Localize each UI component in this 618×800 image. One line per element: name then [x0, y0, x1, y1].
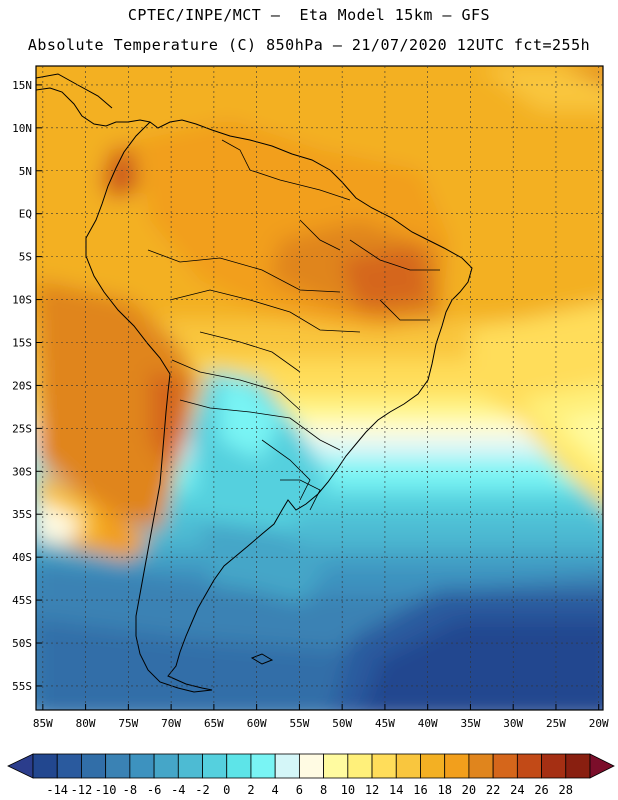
colorbar-label: 22 [486, 783, 500, 797]
temperature-field [36, 66, 603, 710]
longitude-label: 30W [503, 717, 523, 730]
longitude-label: 75W [118, 717, 138, 730]
colorbar-swatch [395, 753, 421, 779]
latitude-label: EQ [19, 208, 32, 221]
longitude-label: 70W [161, 717, 181, 730]
latitude-label: 5S [19, 251, 32, 264]
colorbar-label: 20 [462, 783, 476, 797]
colorbar-swatch [32, 753, 58, 779]
colorbar-label: -4 [171, 783, 185, 797]
graticule [36, 66, 603, 710]
colorbar-swatch [202, 753, 228, 779]
colorbar-label: 10 [341, 783, 355, 797]
colorbar-label: -14 [46, 783, 68, 797]
latitude-label: 15S [12, 336, 32, 349]
latitude-label: 10S [12, 294, 32, 307]
coastline [36, 73, 473, 693]
colorbar-label: -10 [95, 783, 117, 797]
colorbar-swatch [177, 753, 203, 779]
map-frame [35, 65, 604, 711]
falkland-islands [250, 653, 274, 665]
colorbar-swatch [371, 753, 397, 779]
colorbar-swatches [7, 753, 615, 779]
colorbar-swatch [250, 753, 276, 779]
colorbar-label: -6 [147, 783, 161, 797]
colorbar-label: 0 [223, 783, 230, 797]
latitude-label: 50S [12, 637, 32, 650]
colorbar-high-arrow [589, 753, 615, 779]
colorbar-swatch [153, 753, 179, 779]
longitude-labels: 85W 80W 75W 70W 65W 60W 55W 50W 45W 40W 35W 30W 25W 2… [33, 717, 609, 730]
country-borders [147, 139, 440, 511]
map-title-source: CPTEC/INPE/MCT – Eta Model 15km – GFS [127, 6, 491, 24]
colorbar-swatch [565, 753, 591, 779]
latitude-label: 30S [12, 465, 32, 478]
colorbar-label: 16 [413, 783, 427, 797]
colorbar-low-arrow [7, 753, 34, 779]
colorbar-swatch [541, 753, 567, 779]
colorbar-swatch [347, 753, 373, 779]
latitude-label: 45S [12, 594, 32, 607]
latitude-label: 15N [12, 79, 32, 92]
latitude-label: 10N [12, 122, 32, 135]
colorbar-swatch [81, 753, 107, 779]
caribbean-coast [36, 73, 113, 109]
longitude-label: 65W [204, 717, 224, 730]
colorbar-label: 4 [272, 783, 279, 797]
colorbar-label: -8 [123, 783, 137, 797]
longitude-label: 85W [33, 717, 53, 730]
colorbar-swatch [444, 753, 470, 779]
latitude-label: 25S [12, 422, 32, 435]
latitude-label: 5N [19, 165, 32, 178]
map-title-variable: Absolute Temperature (C) 850hPa – 21/07/… [27, 36, 591, 54]
colorbar-label: 12 [365, 783, 379, 797]
colorbar-label: 8 [320, 783, 327, 797]
colorbar-label: 26 [534, 783, 548, 797]
colorbar-label: -12 [71, 783, 93, 797]
colorbar-swatch [516, 753, 542, 779]
central-america-outline [36, 87, 151, 127]
longitude-label: 50W [332, 717, 352, 730]
colorbar-labels: -14 -12 -10 -8 -6 -4 -2 0 2 4 6 8 10 12 14 16 18 20 22 24 26… [46, 783, 573, 797]
colorbar-swatch [420, 753, 446, 779]
colorbar-label: 28 [559, 783, 573, 797]
longitude-label: 55W [289, 717, 309, 730]
latitude-label: 55S [12, 680, 32, 693]
longitude-label: 40W [418, 717, 438, 730]
latitude-labels: 15N 10N 5N EQ 5S 10S 15S 20S 25S 30S 35S 40S 45S 50S 5… [12, 79, 32, 693]
colorbar-swatch [468, 753, 494, 779]
colorbar-swatch [129, 753, 155, 779]
latitude-label: 40S [12, 551, 32, 564]
colorbar-swatch [323, 753, 349, 779]
longitude-label: 20W [589, 717, 609, 730]
latitude-label: 35S [12, 508, 32, 521]
longitude-label: 25W [546, 717, 566, 730]
colorbar-swatch [492, 753, 518, 779]
colorbar-swatch [56, 753, 82, 779]
longitude-label: 60W [247, 717, 267, 730]
south-america-outline [85, 119, 473, 693]
colorbar-swatch [274, 753, 300, 779]
colorbar-swatch [105, 753, 131, 779]
colorbar-label: -2 [195, 783, 209, 797]
colorbar-label: 24 [510, 783, 524, 797]
colorbar-swatch [226, 753, 252, 779]
latitude-label: 20S [12, 379, 32, 392]
colorbar-label: 6 [296, 783, 303, 797]
colorbar-label: 14 [389, 783, 403, 797]
longitude-label: 80W [76, 717, 96, 730]
longitude-label: 45W [375, 717, 395, 730]
colorbar-label: 18 [437, 783, 451, 797]
colorbar-label: 2 [247, 783, 254, 797]
longitude-label: 35W [461, 717, 481, 730]
colorbar-swatch [298, 753, 325, 779]
